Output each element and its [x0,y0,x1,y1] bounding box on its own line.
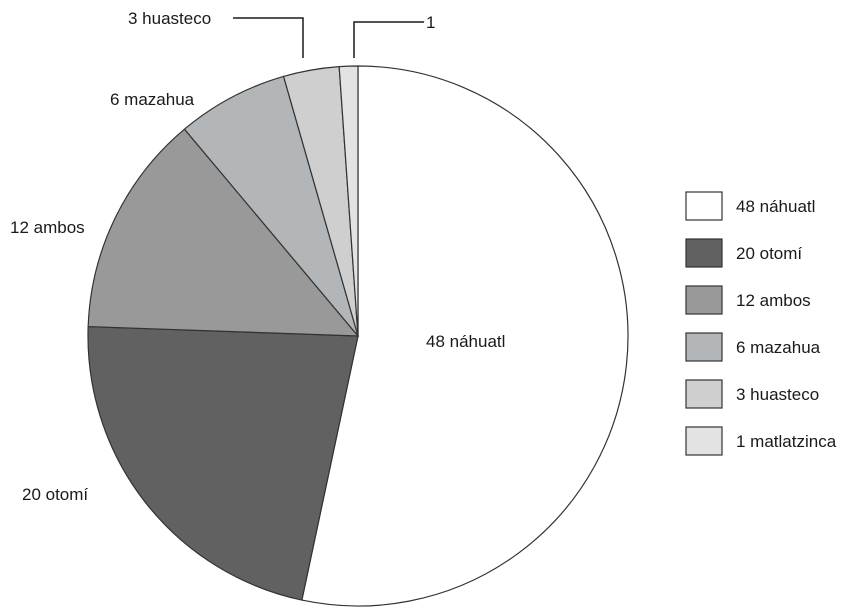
legend-swatch-mazahua [685,332,723,362]
leader-lines [233,17,424,58]
pie-slice-ambos [87,128,360,337]
legend-label-mazahua: 6 mazahua [736,338,821,357]
slice-label-mazahua: 6 mazahua [110,90,195,109]
slice-label-nahuatl: 48 náhuatl [426,332,505,351]
slice-label-otomi: 20 otomí [22,485,88,504]
leader-line-matlatzinca [353,21,424,58]
legend-swatch-matlatzinca [685,426,723,456]
legend-label-ambos: 12 ambos [736,291,811,310]
pie-slice-nahuatl [301,65,629,607]
legend-label-otomi: 20 otomí [736,244,802,263]
legend-label-matlatzinca: 1 matlatzinca [736,432,837,451]
legend-label-huasteco: 3 huasteco [736,385,819,404]
pie-slice-mazahua [183,75,359,337]
legend: 48 náhuatl 20 otomí 12 ambos 6 mazahua 3 hua… [685,191,837,456]
leader-line-huasteco [233,17,304,58]
slice-labels: 48 náhuatl 20 otomí 12 ambos 6 mazahua 3… [10,9,505,504]
pie-slices [87,65,629,607]
slice-label-matlatzinca: 1 [426,13,435,32]
legend-label-nahuatl: 48 náhuatl [736,197,815,216]
legend-swatch-otomi [685,238,723,268]
legend-swatch-nahuatl [685,191,723,221]
pie-slice-matlatzinca [338,65,359,337]
legend-swatch-huasteco [685,379,723,409]
legend-swatch-ambos [685,285,723,315]
pie-slice-otomi [87,325,359,601]
slice-label-ambos: 12 ambos [10,218,85,237]
slice-label-huasteco: 3 huasteco [128,9,211,28]
